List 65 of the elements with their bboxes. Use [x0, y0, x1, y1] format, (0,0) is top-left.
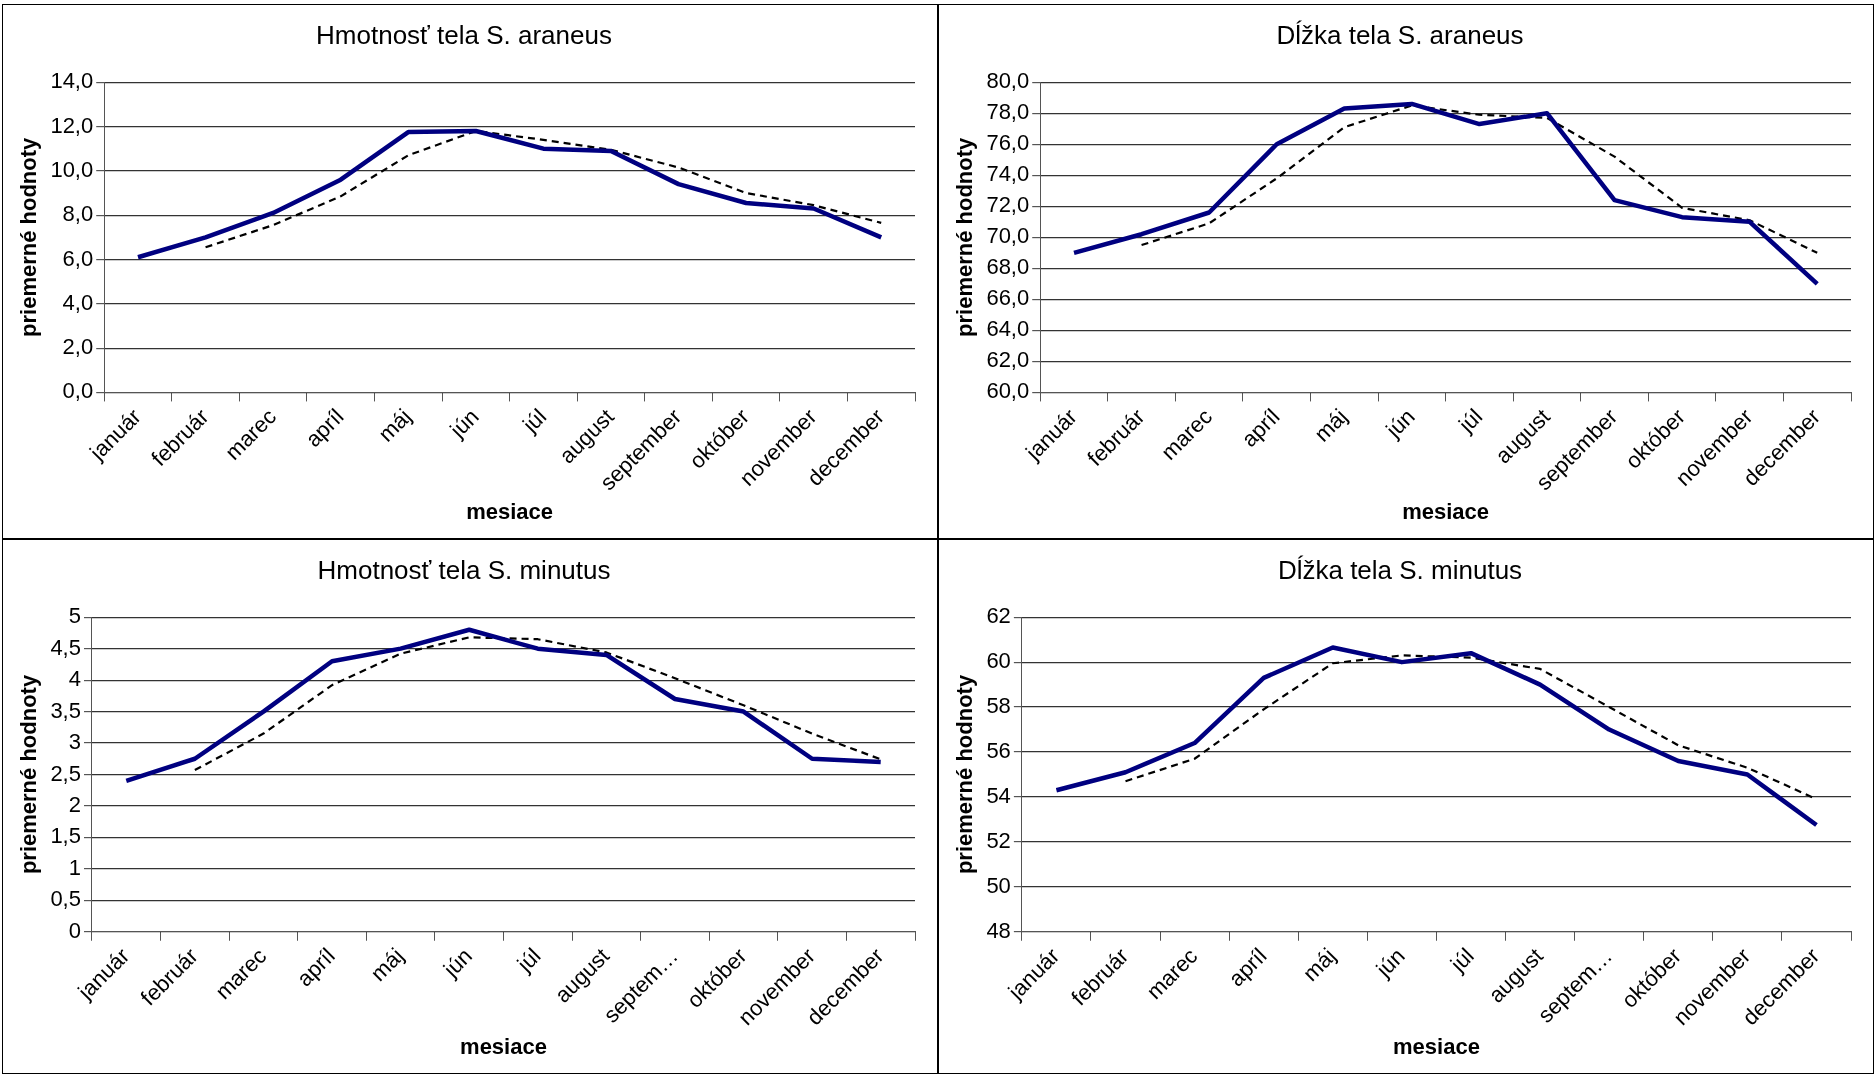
y-tick-label: 58 [986, 693, 1011, 719]
chart-title: Hmotnosť tela S. araneus [316, 19, 612, 50]
y-tick-label: 8,0 [62, 201, 94, 227]
line-series [204, 129, 883, 249]
y-tick-label: 2,0 [62, 334, 94, 360]
x-tick-label: máj [365, 943, 409, 986]
y-tick-label: 1,5 [50, 823, 81, 849]
y-tick-label: 56 [986, 738, 1011, 764]
y-tick-label: 74,0 [986, 161, 1030, 187]
y-tick-label: 10,0 [50, 156, 94, 182]
y-tick-label: 0 [68, 917, 81, 943]
x-tick-label: jún [1370, 943, 1410, 983]
y-tick-label: 3 [68, 729, 81, 755]
y-tick-label: 80,0 [986, 68, 1030, 94]
x-axis-title: mesiace [1393, 1033, 1480, 1059]
x-tick-label: júl [1444, 943, 1479, 978]
y-tick-label: 3,5 [50, 697, 81, 723]
x-tick-label: júl [517, 403, 552, 438]
x-tick-label: júl [1453, 403, 1488, 438]
y-tick-label: 64,0 [986, 316, 1030, 342]
y-tick-label: 5 [68, 603, 81, 629]
x-tick-label: júl [511, 943, 546, 978]
chart-title: Hmotnosť tela S. minutus [317, 554, 611, 585]
line-series [1140, 104, 1819, 254]
y-tick-label: 4 [68, 666, 81, 692]
y-tick-label: 60 [986, 648, 1011, 674]
y-tick-label: 0,0 [62, 378, 94, 404]
y-axis-title: priemerné hodnoty [952, 674, 978, 875]
y-tick-label: 62 [986, 603, 1011, 629]
y-tick-label: 12,0 [50, 112, 94, 138]
y-tick-label: 6,0 [62, 245, 94, 271]
y-axis-title: priemerné hodnoty [952, 136, 978, 337]
x-tick-label: máj [373, 403, 417, 447]
x-tick-label: jún [437, 943, 478, 983]
y-axis-title: priemerné hodnoty [16, 674, 42, 875]
x-tick-label: jún [1380, 403, 1420, 444]
y-tick-label: 76,0 [986, 130, 1030, 156]
y-tick-label: 4,0 [62, 289, 94, 315]
y-tick-label: 66,0 [986, 285, 1030, 311]
y-tick-label: 70,0 [986, 223, 1030, 249]
y-tick-label: 14,0 [50, 68, 94, 94]
x-axis-title: mesiace [466, 498, 554, 524]
y-tick-label: 62,0 [986, 347, 1030, 373]
chart-title: Dĺžka tela S. araneus [1276, 19, 1524, 50]
chart-title: Dĺžka tela S. minutus [1277, 554, 1523, 585]
y-tick-label: 54 [986, 783, 1011, 809]
x-tick-label: máj [1309, 403, 1353, 447]
y-tick-label: 52 [986, 827, 1011, 853]
y-tick-label: 2,5 [50, 760, 81, 786]
y-tick-label: 60,0 [986, 378, 1030, 404]
y-tick-label: 2 [68, 792, 81, 817]
x-tick-label: jún [444, 403, 484, 444]
y-tick-label: 50 [986, 872, 1011, 898]
line-series [193, 636, 882, 772]
y-tick-label: 4,5 [50, 634, 81, 660]
y-tick-label: 68,0 [986, 254, 1030, 280]
y-tick-label: 0,5 [50, 886, 81, 912]
y-tick-label: 1 [68, 854, 81, 880]
y-tick-label: 48 [986, 917, 1011, 943]
x-axis-title: mesiace [1402, 498, 1490, 524]
x-tick-label: máj [1297, 943, 1341, 986]
y-tick-label: 72,0 [986, 192, 1030, 218]
y-axis-title: priemerné hodnoty [16, 136, 42, 337]
y-tick-label: 78,0 [986, 99, 1030, 125]
x-axis-title: mesiace [460, 1033, 547, 1059]
